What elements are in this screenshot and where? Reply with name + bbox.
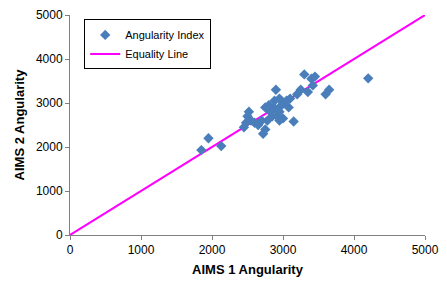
svg-text:Angularity Index: Angularity Index bbox=[125, 29, 204, 41]
svg-text:3000: 3000 bbox=[270, 243, 297, 257]
svg-text:5000: 5000 bbox=[36, 8, 63, 22]
svg-text:3000: 3000 bbox=[36, 96, 63, 110]
svg-text:AIMS 1 Angularity: AIMS 1 Angularity bbox=[192, 262, 304, 277]
svg-text:0: 0 bbox=[67, 243, 74, 257]
svg-text:2000: 2000 bbox=[36, 140, 63, 154]
svg-text:1000: 1000 bbox=[128, 243, 155, 257]
svg-text:4000: 4000 bbox=[36, 52, 63, 66]
svg-text:4000: 4000 bbox=[341, 243, 368, 257]
svg-text:Equality Line: Equality Line bbox=[125, 48, 188, 60]
svg-text:0: 0 bbox=[56, 228, 63, 242]
svg-text:5000: 5000 bbox=[412, 243, 439, 257]
svg-text:2000: 2000 bbox=[199, 243, 226, 257]
svg-text:AIMS 2 Angularity: AIMS 2 Angularity bbox=[12, 69, 27, 181]
svg-text:1000: 1000 bbox=[36, 184, 63, 198]
